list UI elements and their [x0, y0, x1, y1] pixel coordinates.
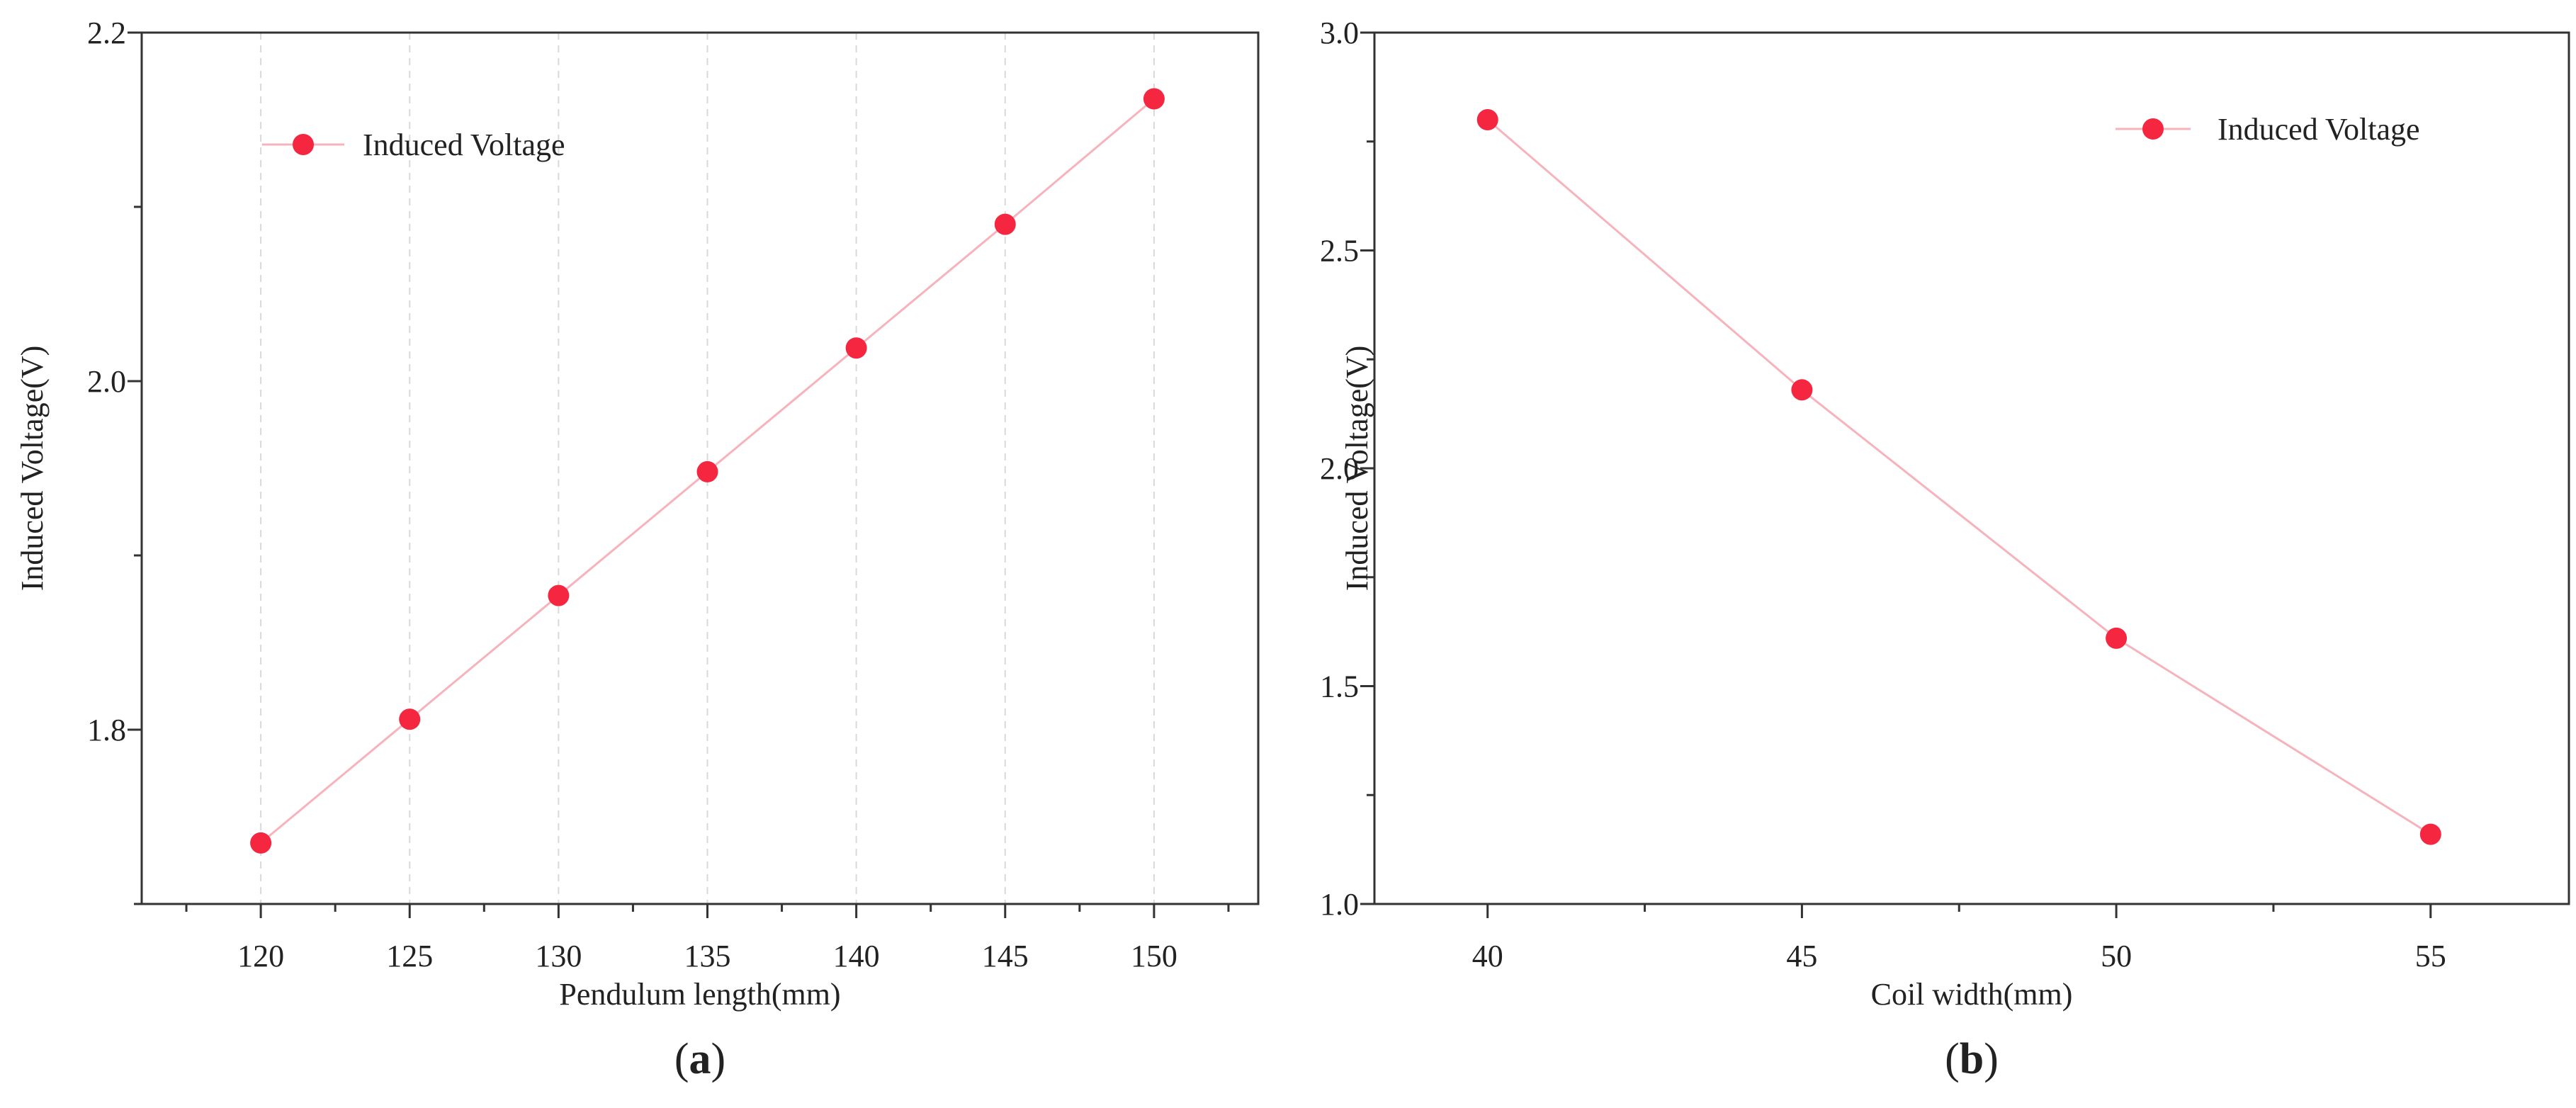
x-tick-label: 130	[535, 939, 582, 973]
y-tick-label: 1.5	[1320, 669, 1359, 704]
x-tick-label: 55	[2415, 939, 2446, 973]
chart-panel-b: 40 45 50 55 1.0 1.5 2.0 2.5 3.0 Coil width(mm) Ind…	[1320, 16, 2570, 1083]
data-point	[1476, 109, 1498, 130]
data-point	[548, 584, 570, 606]
data-point	[250, 832, 272, 854]
data-point	[1791, 379, 1813, 401]
legend: Induced Voltage	[2115, 112, 2420, 147]
y-tick-label: 2.0	[87, 364, 126, 399]
legend-label: Induced Voltage	[363, 128, 565, 162]
chart-panel-a: 120 125 130 135 140 145 150 1.8 2.0 2.2 Pendulum l…	[15, 16, 1260, 1083]
x-tick-label: 45	[1786, 939, 1817, 973]
data-point	[399, 708, 421, 730]
x-axis-label: Coil width(mm)	[1871, 977, 2073, 1012]
x-tick-label: 140	[833, 939, 880, 973]
panel-label: (a)	[674, 1035, 725, 1083]
y-axis-label: Induced Voltage(V)	[15, 346, 50, 592]
x-tick-label: 50	[2101, 939, 2132, 973]
legend-marker	[2142, 118, 2164, 140]
data-point	[994, 213, 1016, 235]
data-point	[2419, 823, 2441, 845]
panel-label: (b)	[1945, 1035, 1999, 1083]
data-point	[696, 460, 718, 482]
y-axis-label: Induced Voltage(V)	[1340, 346, 1374, 592]
y-tick-label: 3.0	[1320, 16, 1359, 50]
x-tick-label: 40	[1472, 939, 1503, 973]
plot-frame	[1373, 31, 2570, 905]
x-tick-label: 150	[1131, 939, 1177, 973]
y-tick-label: 2.5	[1320, 234, 1359, 268]
x-axis-label: Pendulum length(mm)	[559, 977, 840, 1012]
legend: Induced Voltage	[262, 128, 565, 162]
data-point	[1143, 88, 1165, 110]
data-point	[845, 337, 867, 359]
x-tick-label: 120	[237, 939, 284, 973]
series-line	[1486, 118, 2431, 835]
y-tick-label: 2.0	[1320, 451, 1359, 486]
data-point	[2106, 627, 2128, 649]
y-tick-label: 1.0	[1320, 887, 1359, 922]
plot-frame	[140, 31, 1260, 905]
y-tick-label: 2.2	[87, 16, 126, 50]
legend-label: Induced Voltage	[2218, 112, 2420, 147]
x-tick-label: 145	[982, 939, 1029, 973]
x-tick-label: 125	[386, 939, 433, 973]
x-tick-label: 135	[684, 939, 731, 973]
y-tick-label: 1.8	[87, 713, 126, 747]
legend-marker	[293, 134, 314, 155]
